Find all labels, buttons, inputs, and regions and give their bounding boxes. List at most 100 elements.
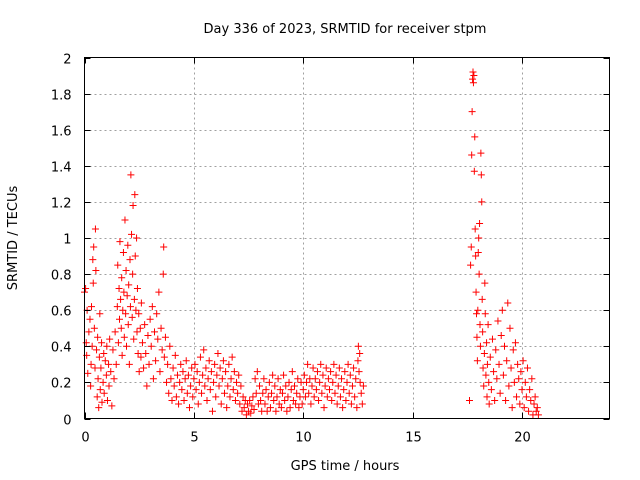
data-point: [192, 386, 200, 394]
data-point: [144, 331, 152, 339]
data-point: [161, 333, 169, 341]
data-point: [485, 400, 493, 408]
data-point: [511, 339, 519, 347]
data-point: [87, 360, 95, 368]
data-point: [333, 400, 341, 408]
y-tick-label: 0.4: [51, 341, 72, 356]
data-point: [119, 248, 127, 256]
data-point: [111, 328, 119, 336]
data-point: [226, 393, 234, 401]
data-point: [100, 350, 108, 358]
data-point: [207, 368, 215, 376]
data-point: [523, 364, 531, 372]
data-point: [295, 404, 303, 412]
data-point: [112, 360, 120, 368]
data-point: [222, 368, 230, 376]
data-point: [196, 353, 204, 361]
data-point: [485, 378, 493, 386]
data-point: [338, 375, 346, 383]
data-point: [135, 368, 143, 376]
data-point: [304, 360, 312, 368]
data-point: [495, 360, 503, 368]
data-point: [483, 393, 491, 401]
data-point: [155, 288, 163, 296]
data-point: [469, 75, 477, 83]
data-point: [88, 303, 95, 311]
data-point: [116, 315, 123, 323]
data-point: [167, 375, 175, 383]
data-point: [219, 357, 227, 365]
data-point: [254, 400, 262, 408]
data-point: [93, 393, 101, 401]
data-point: [281, 396, 289, 404]
x-tick-label: 0: [81, 431, 89, 446]
data-point: [240, 404, 248, 412]
data-point: [124, 241, 132, 249]
data-point: [249, 393, 257, 401]
data-point: [493, 375, 501, 383]
data-point: [110, 375, 118, 383]
data-point: [288, 368, 296, 376]
data-point: [103, 396, 111, 404]
data-point: [108, 402, 116, 410]
data-point: [203, 396, 211, 404]
data-point: [250, 405, 258, 413]
y-tick-label: 1.8: [51, 89, 72, 104]
data-point: [194, 400, 202, 408]
data-point: [275, 400, 283, 408]
data-point: [182, 357, 190, 365]
data-point: [479, 328, 487, 336]
data-point: [503, 357, 511, 365]
data-point: [265, 378, 273, 386]
data-point: [96, 386, 104, 394]
data-point: [106, 335, 114, 343]
data-point: [156, 368, 164, 376]
x-tick-label: 20: [514, 431, 531, 446]
data-point: [334, 382, 342, 390]
data-point: [177, 360, 185, 368]
data-point: [483, 339, 491, 347]
data-point: [125, 281, 133, 289]
data-point: [346, 371, 354, 379]
data-point: [247, 409, 255, 417]
data-point: [326, 386, 333, 394]
data-point: [92, 266, 100, 274]
data-point: [328, 396, 336, 404]
data-point: [114, 339, 122, 347]
data-point: [101, 357, 109, 365]
data-point: [206, 386, 214, 394]
y-tick-label: 1.2: [51, 197, 72, 212]
data-point: [517, 368, 525, 376]
data-point: [305, 389, 313, 397]
data-point: [172, 393, 180, 401]
data-point: [103, 342, 111, 350]
data-point: [97, 364, 105, 372]
data-point: [246, 396, 254, 404]
data-point: [141, 321, 149, 329]
chart-title: Day 336 of 2023, SRMTID for receiver stp…: [204, 22, 487, 37]
data-point: [263, 407, 271, 415]
y-tick-label: 0.2: [51, 377, 72, 392]
data-point: [158, 346, 166, 354]
data-point: [519, 357, 527, 365]
data-point: [513, 393, 521, 401]
data-point: [96, 310, 104, 318]
data-point: [329, 378, 337, 386]
data-point: [248, 402, 256, 410]
data-point: [353, 404, 361, 412]
data-point: [138, 339, 146, 347]
data-point: [335, 364, 343, 372]
data-point: [343, 378, 351, 386]
data-point: [468, 108, 476, 116]
data-point: [264, 393, 272, 401]
data-point: [229, 386, 237, 394]
data-point: [266, 404, 274, 412]
data-point: [292, 400, 300, 408]
data-point: [470, 72, 478, 80]
data-point: [522, 393, 530, 401]
data-point: [89, 279, 97, 287]
data-point: [316, 378, 324, 386]
data-point: [134, 350, 142, 358]
data-point: [91, 225, 99, 233]
data-point: [129, 202, 137, 210]
